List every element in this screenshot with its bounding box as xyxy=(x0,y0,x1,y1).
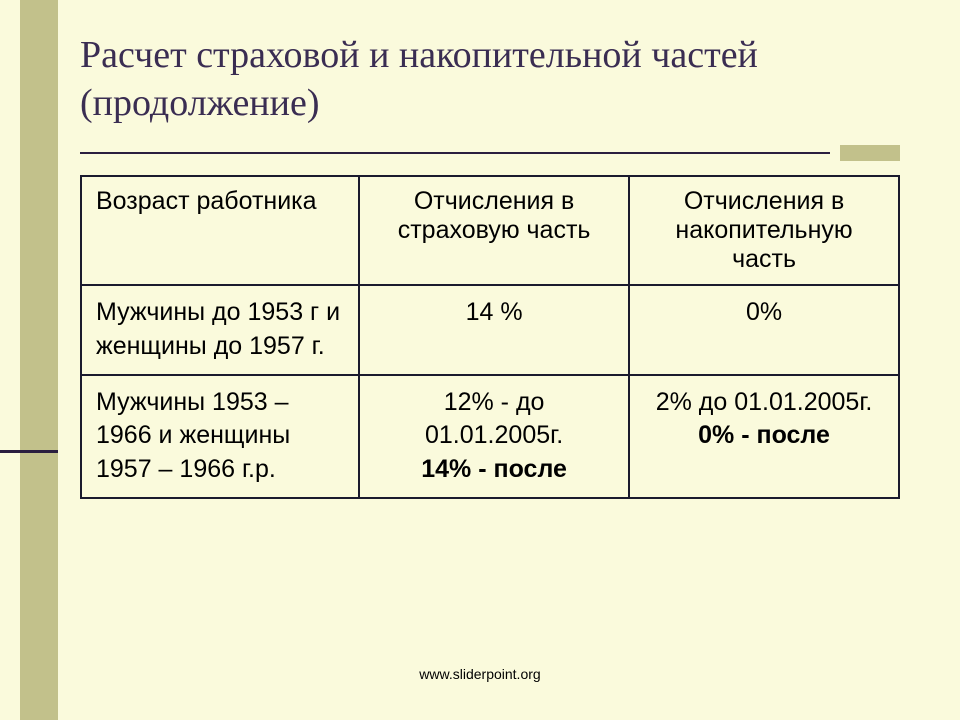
header-age: Возраст работника xyxy=(81,176,359,285)
left-tick xyxy=(0,450,58,453)
cell-text-bold: 0% - после xyxy=(644,419,884,453)
divider xyxy=(80,145,930,161)
cell-text: 12% - до 01.01.2005г. xyxy=(374,386,614,454)
cell-text: 14 % xyxy=(374,296,614,330)
cell-text-bold: 14% - после xyxy=(374,453,614,487)
footer-text: www.sliderpoint.org xyxy=(0,666,960,682)
cell-text: 0% xyxy=(644,296,884,330)
slide-content: Расчет страховой и накопительной частей … xyxy=(80,32,930,499)
cell-insurance-0: 14 % xyxy=(359,285,629,375)
header-insurance: Отчисления в страховую часть xyxy=(359,176,629,285)
slide-title: Расчет страховой и накопительной частей … xyxy=(80,32,930,127)
table-header-row: Возраст работника Отчисления в страховую… xyxy=(81,176,899,285)
divider-line xyxy=(80,152,830,154)
cell-savings-0: 0% xyxy=(629,285,899,375)
cell-savings-1: 2% до 01.01.2005г. 0% - после xyxy=(629,375,899,498)
cell-text: 2% до 01.01.2005г. xyxy=(644,386,884,420)
header-savings: Отчисления в накопительную часть xyxy=(629,176,899,285)
cell-age-0: Мужчины до 1953 г и женщины до 1957 г. xyxy=(81,285,359,375)
data-table: Возраст работника Отчисления в страховую… xyxy=(80,175,900,499)
cell-age-1: Мужчины 1953 – 1966 и женщины 1957 – 196… xyxy=(81,375,359,498)
cell-insurance-1: 12% - до 01.01.2005г. 14% - после xyxy=(359,375,629,498)
divider-block xyxy=(840,145,900,161)
table-row: Мужчины до 1953 г и женщины до 1957 г. 1… xyxy=(81,285,899,375)
table-row: Мужчины 1953 – 1966 и женщины 1957 – 196… xyxy=(81,375,899,498)
left-stripe xyxy=(20,0,58,720)
